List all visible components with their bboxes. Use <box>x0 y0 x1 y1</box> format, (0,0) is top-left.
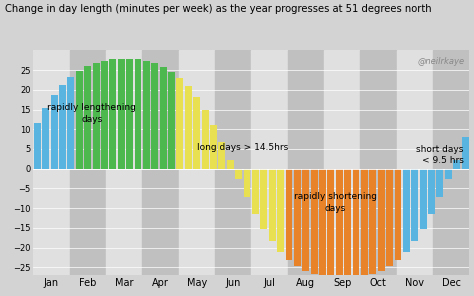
Bar <box>76 71 83 169</box>
Bar <box>260 169 267 229</box>
Bar <box>160 67 166 169</box>
Bar <box>397 50 433 275</box>
Bar <box>462 137 468 169</box>
Bar <box>252 169 259 214</box>
Bar <box>378 169 384 271</box>
Bar <box>126 59 133 169</box>
Text: rapidly shortening
days: rapidly shortening days <box>293 192 376 213</box>
Bar <box>201 110 209 169</box>
Bar <box>419 169 427 229</box>
Bar <box>101 61 108 169</box>
Bar <box>67 77 74 169</box>
Bar <box>360 50 397 275</box>
Bar <box>319 169 326 277</box>
Text: @neilrkaye: @neilrkaye <box>418 57 465 66</box>
Bar <box>210 125 217 169</box>
Bar <box>411 169 418 241</box>
Bar <box>302 169 309 271</box>
Text: short days
< 9.5 hrs: short days < 9.5 hrs <box>416 144 464 165</box>
Bar <box>84 66 91 169</box>
Bar <box>168 72 175 169</box>
Bar <box>109 59 116 169</box>
Bar <box>215 50 251 275</box>
Bar <box>361 169 368 277</box>
Bar <box>176 78 183 169</box>
Bar <box>269 169 275 241</box>
Bar <box>135 59 141 169</box>
Bar <box>445 169 452 179</box>
Bar <box>344 169 351 279</box>
Bar <box>394 169 401 260</box>
Bar <box>227 160 234 169</box>
Bar <box>42 108 49 169</box>
Bar <box>59 85 66 169</box>
Bar <box>106 50 142 275</box>
Bar <box>336 169 343 279</box>
Bar <box>70 50 106 275</box>
Bar <box>143 61 150 169</box>
Bar <box>310 169 318 274</box>
Bar <box>33 50 70 275</box>
Bar <box>251 50 288 275</box>
Bar <box>437 169 443 197</box>
Text: Change in day length (minutes per week) as the year progresses at 51 degrees nor: Change in day length (minutes per week) … <box>5 4 431 15</box>
Bar <box>179 50 215 275</box>
Bar <box>285 169 292 260</box>
Bar <box>294 169 301 266</box>
Bar <box>428 169 435 214</box>
Bar <box>288 50 324 275</box>
Bar <box>433 50 469 275</box>
Bar <box>386 169 393 266</box>
Text: rapidly lengthening
days: rapidly lengthening days <box>47 103 137 124</box>
Bar <box>34 123 41 169</box>
Bar <box>185 86 192 169</box>
Bar <box>193 97 200 169</box>
Text: long days > 14.5hrs: long days > 14.5hrs <box>197 142 288 152</box>
Bar <box>151 63 158 169</box>
Bar <box>328 169 334 278</box>
Bar <box>244 169 250 197</box>
Bar <box>453 160 460 169</box>
Bar <box>219 142 225 169</box>
Bar <box>235 169 242 179</box>
Bar <box>403 169 410 252</box>
Bar <box>118 59 125 169</box>
Bar <box>369 169 376 274</box>
Bar <box>277 169 284 252</box>
Bar <box>353 169 359 278</box>
Bar <box>142 50 179 275</box>
Bar <box>51 95 57 169</box>
Bar <box>324 50 360 275</box>
Bar <box>92 63 100 169</box>
